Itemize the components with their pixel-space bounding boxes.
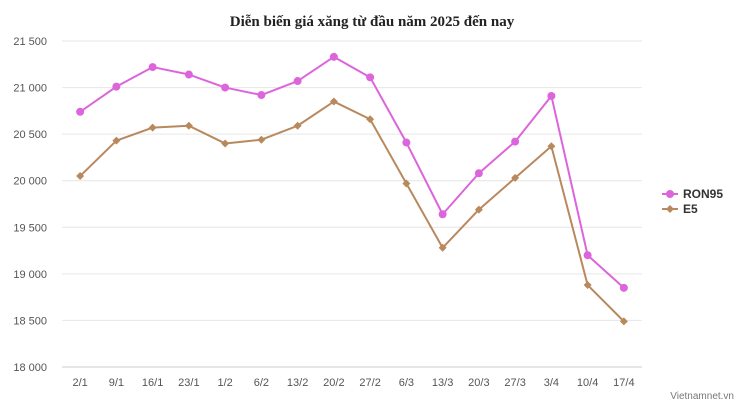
y-tick-label: 21 500	[13, 36, 47, 48]
x-tick-label: 16/1	[142, 377, 163, 389]
data-point-ron95[interactable]	[257, 91, 266, 100]
x-tick-label: 10/4	[577, 377, 598, 389]
legend-marker	[666, 205, 674, 213]
chart-title: Diễn biến giá xăng từ đầu năm 2025 đến n…	[230, 14, 515, 30]
x-tick-label: 2/1	[72, 377, 87, 389]
data-point-e5[interactable]	[293, 121, 302, 130]
data-point-ron95[interactable]	[76, 107, 85, 116]
data-point-ron95[interactable]	[366, 73, 375, 82]
x-tick-label: 17/4	[613, 377, 634, 389]
data-point-e5[interactable]	[184, 121, 193, 130]
data-point-ron95[interactable]	[583, 251, 592, 260]
data-point-e5[interactable]	[76, 172, 85, 181]
data-point-e5[interactable]	[619, 317, 628, 326]
series-lines	[79, 55, 625, 323]
y-tick-label: 20 500	[13, 129, 47, 141]
data-point-ron95[interactable]	[112, 82, 121, 91]
y-tick-label: 18 000	[13, 362, 47, 374]
data-point-ron95[interactable]	[293, 77, 302, 86]
x-tick-label: 20/2	[323, 377, 344, 389]
x-tick-label: 6/3	[399, 377, 414, 389]
x-tick-label: 13/3	[432, 377, 453, 389]
data-point-e5[interactable]	[474, 205, 483, 214]
data-point-ron95[interactable]	[148, 63, 157, 72]
x-tick-label: 13/2	[287, 377, 308, 389]
legend-label[interactable]: E5	[683, 202, 698, 216]
data-point-e5[interactable]	[511, 173, 520, 182]
data-point-ron95[interactable]	[184, 70, 193, 79]
x-tick-label: 9/1	[109, 377, 124, 389]
x-tick-label: 23/1	[178, 377, 199, 389]
grid-lines	[62, 40, 642, 368]
data-point-e5[interactable]	[112, 136, 121, 145]
y-axis-tick-labels: 18 000 18 500 19 000 19 500 20 000 20 500 21 0…	[13, 36, 47, 374]
y-tick-label: 21 000	[13, 83, 47, 95]
y-tick-label: 19 000	[13, 269, 47, 281]
data-point-e5[interactable]	[221, 139, 230, 148]
data-point-ron95[interactable]	[511, 137, 520, 146]
series-line-e5	[79, 100, 625, 323]
x-tick-label: 6/2	[254, 377, 269, 389]
x-axis-tick-labels: 2/1 9/1 16/1 23/1 1/2 6/2 13/2 20/2 27/2 6/3 13/3 2…	[72, 377, 634, 389]
y-tick-label: 20 000	[13, 176, 47, 188]
data-point-ron95[interactable]	[438, 210, 447, 219]
data-point-e5[interactable]	[148, 123, 157, 132]
data-point-e5[interactable]	[438, 243, 447, 252]
series-line-ron95	[79, 55, 625, 289]
x-tick-label: 3/4	[544, 377, 559, 389]
credit-text: Vietnamnet.vn	[670, 391, 734, 402]
x-tick-label: 27/2	[359, 377, 380, 389]
y-tick-label: 19 500	[13, 222, 47, 234]
data-point-e5[interactable]	[329, 97, 338, 106]
data-point-ron95[interactable]	[329, 52, 338, 61]
x-tick-label: 1/2	[217, 377, 232, 389]
data-point-e5[interactable]	[366, 115, 375, 124]
y-tick-label: 18 500	[13, 315, 47, 327]
x-tick-label: 27/3	[504, 377, 525, 389]
data-point-e5[interactable]	[402, 179, 411, 188]
data-point-ron95[interactable]	[474, 169, 483, 178]
data-point-ron95[interactable]	[221, 83, 230, 92]
data-point-e5[interactable]	[547, 142, 556, 151]
data-point-e5[interactable]	[583, 281, 592, 290]
data-point-e5[interactable]	[257, 135, 266, 144]
data-point-ron95[interactable]	[402, 138, 411, 147]
data-point-ron95[interactable]	[547, 91, 556, 100]
data-point-ron95[interactable]	[619, 283, 628, 292]
legend-marker	[666, 190, 674, 198]
legend-label[interactable]: RON95	[683, 187, 723, 201]
x-tick-label: 20/3	[468, 377, 489, 389]
series-markers	[76, 52, 628, 326]
